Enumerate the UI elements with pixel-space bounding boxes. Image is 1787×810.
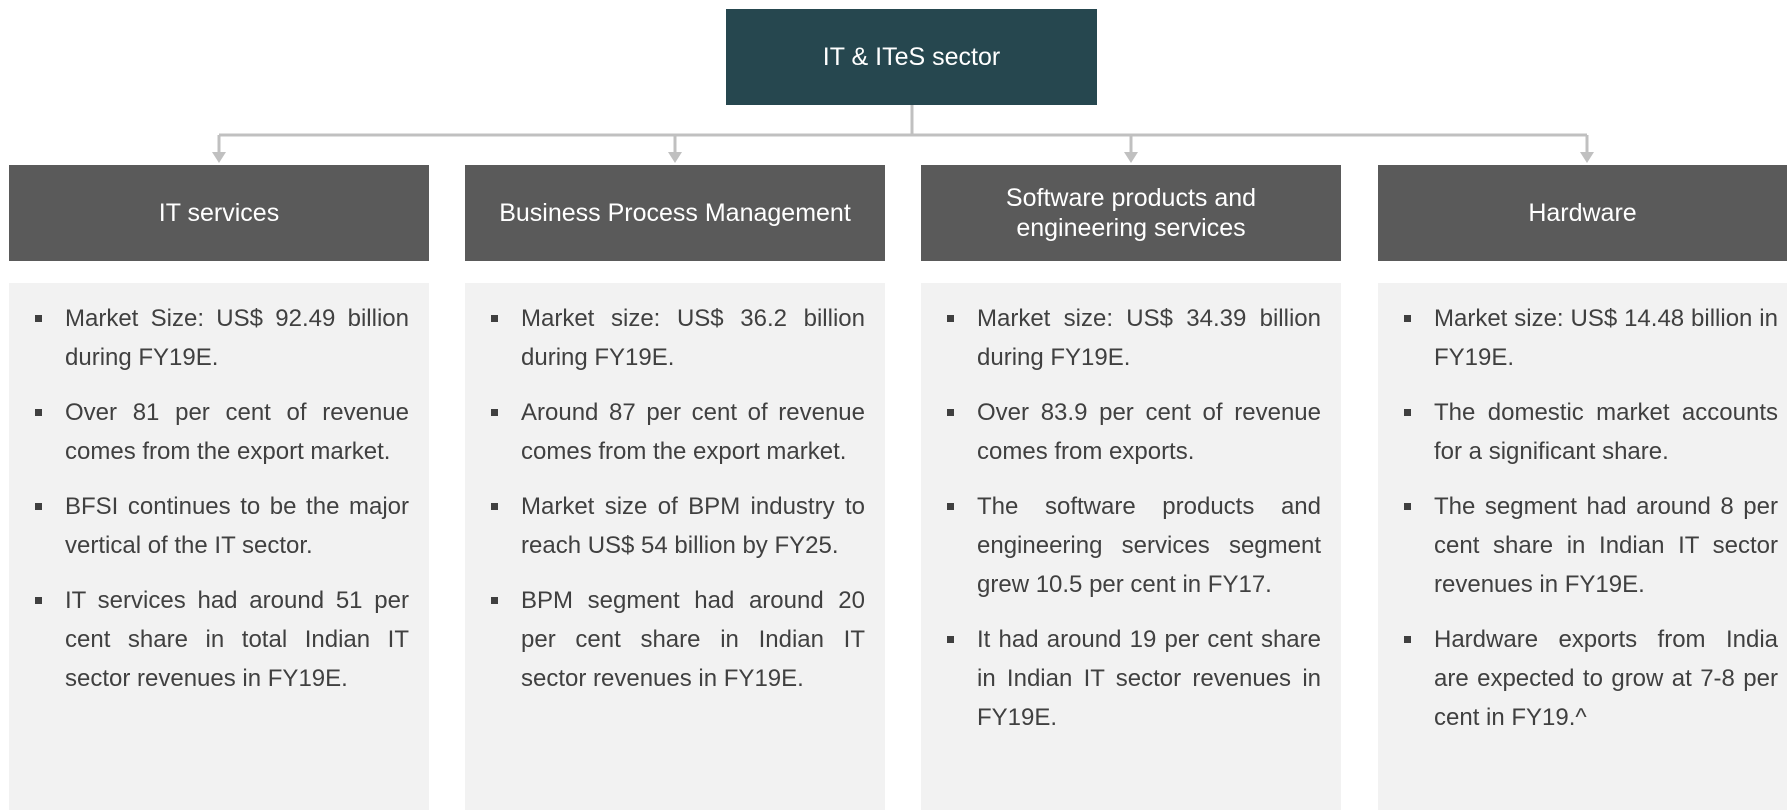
column-body: Market Size: US$ 92.49 billion during FY… <box>9 283 429 810</box>
column-header: Business Process Management <box>465 165 885 261</box>
connectors <box>212 105 1594 163</box>
bullet: Market size of BPM industry to reach US$… <box>491 487 865 565</box>
bullet: Over 81 per cent of revenue comes from t… <box>35 393 409 471</box>
bullet: IT services had around 51 per cent share… <box>35 581 409 698</box>
column-header: Hardware <box>1378 165 1787 261</box>
bullet: Around 87 per cent of revenue comes from… <box>491 393 865 471</box>
column-header: IT services <box>9 165 429 261</box>
bullet: BFSI continues to be the major vertical … <box>35 487 409 565</box>
column-body: Market size: US$ 34.39 billion during FY… <box>921 283 1341 810</box>
column-header: Software products and engineering servic… <box>921 165 1341 261</box>
bullet: Market size: US$ 14.48 billion in FY19E. <box>1404 299 1778 377</box>
bullet: Market Size: US$ 92.49 billion during FY… <box>35 299 409 377</box>
bullet: Hardware exports from India are expected… <box>1404 620 1778 737</box>
bullet: The software products and engineering se… <box>947 487 1321 604</box>
bullet: Over 83.9 per cent of revenue comes from… <box>947 393 1321 471</box>
bullet: The domestic market accounts for a signi… <box>1404 393 1778 471</box>
root-node: IT & ITeS sector <box>726 9 1097 105</box>
bullet: BPM segment had around 20 per cent share… <box>491 581 865 698</box>
column-body: Market size: US$ 36.2 billion during FY1… <box>465 283 885 810</box>
column-body: Market size: US$ 14.48 billion in FY19E.… <box>1378 283 1787 810</box>
bullet: The segment had around 8 per cent share … <box>1404 487 1778 604</box>
bullet: Market size: US$ 34.39 billion during FY… <box>947 299 1321 377</box>
bullet: Market size: US$ 36.2 billion during FY1… <box>491 299 865 377</box>
bullet: It had around 19 per cent share in India… <box>947 620 1321 737</box>
